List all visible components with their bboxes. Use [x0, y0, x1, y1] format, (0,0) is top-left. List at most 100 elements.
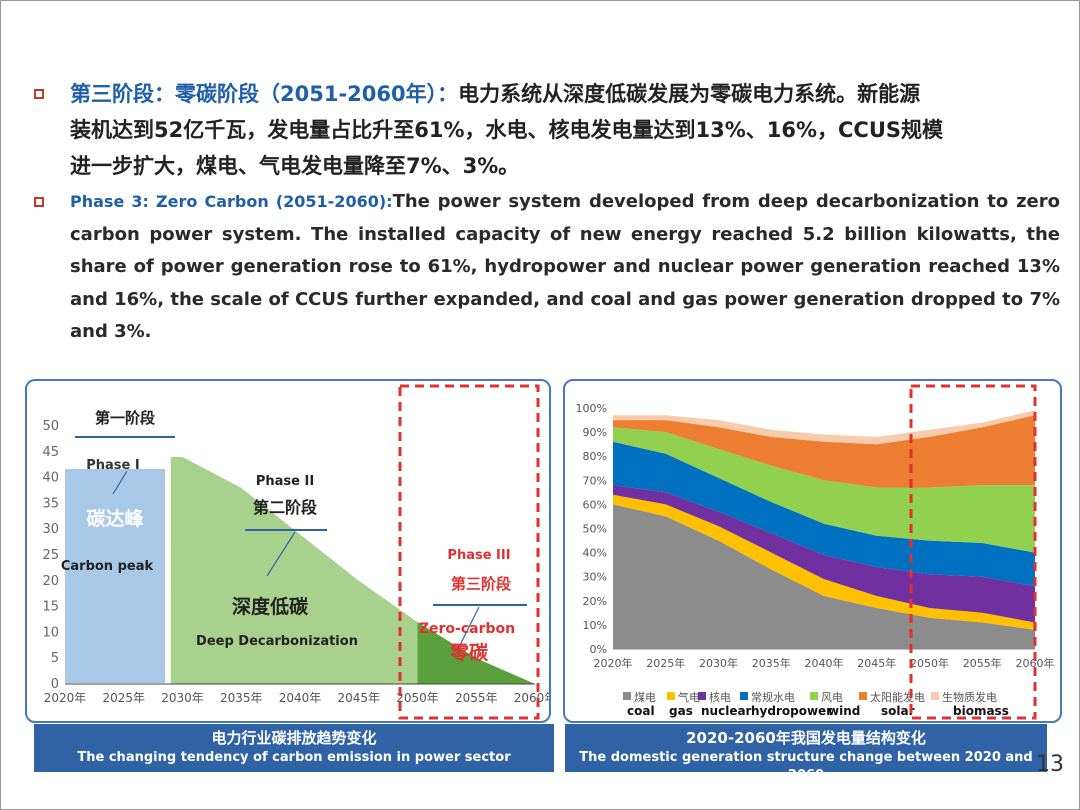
- left-y-tick: 10: [42, 625, 59, 640]
- left-y-tick: 20: [42, 574, 59, 589]
- left-x-tick: 2040年: [279, 691, 322, 705]
- right-x-tick: 2030年: [699, 656, 738, 670]
- right-y-tick: 90%: [583, 426, 607, 439]
- phase1-leader: [112, 470, 128, 495]
- legend-swatch-solar: [859, 692, 867, 700]
- paragraph-cn-line1: 电力系统从深度低碳发展为零碳电力系统。新能源: [458, 82, 921, 106]
- right-y-tick: 30%: [583, 571, 607, 584]
- phase1-area: [65, 469, 165, 683]
- legend-label-en: coal: [627, 704, 655, 718]
- area-hydropower: [613, 441, 1035, 587]
- legend-swatch-biomass: [931, 692, 939, 700]
- right-y-tick: 10%: [583, 619, 607, 632]
- right-x-tick: 2020年: [594, 656, 633, 670]
- paragraph-cn-line3: 进一步扩大，煤电、气电发电量降至7%、3%。: [70, 154, 520, 178]
- left-caption-cn: 电力行业碳排放趋势变化: [211, 729, 377, 747]
- area-gas: [613, 494, 1035, 630]
- area-solar: [613, 415, 1035, 488]
- phase3-highlight-box-right: [909, 384, 1037, 720]
- paragraph-cn: 第三阶段：零碳阶段（2051-2060年）：电力系统从深度低碳发展为零碳电力系统…: [70, 76, 1060, 184]
- right-x-tick: 2035年: [752, 656, 791, 670]
- legend-swatch-coal: [623, 692, 631, 700]
- right-y-tick: 60%: [583, 498, 607, 511]
- legend-swatch-gas: [667, 692, 675, 700]
- right-x-tick: 2050年: [910, 656, 949, 670]
- legend-label-en: biomass: [953, 704, 1009, 718]
- left-y-tick: 25: [42, 548, 59, 563]
- area-coal: [613, 504, 1035, 649]
- carbon-peak-cn: 碳达峰: [86, 507, 144, 530]
- right-y-tick: 100%: [576, 402, 607, 415]
- right-y-tick: 80%: [583, 450, 607, 463]
- area-nuclear: [613, 485, 1035, 623]
- paragraph-en: Phase 3: Zero Carbon (2051-2060):The pow…: [70, 186, 1060, 349]
- zero-carbon-cn: 零碳: [449, 641, 489, 664]
- page-number: 13: [1036, 752, 1064, 777]
- left-x-tick: 2055年: [455, 691, 498, 705]
- left-x-tick: 2045年: [337, 691, 380, 705]
- phase3-cn: 第三阶段: [451, 575, 511, 593]
- left-chart-caption: 电力行业碳排放趋势变化 The changing tendency of car…: [34, 724, 554, 772]
- left-chart: 0 5 10 15 20 25 30 35 40 45 50 2020年 2025年 2030年 2035…: [42, 384, 549, 720]
- phase2-en: Phase II: [256, 474, 314, 489]
- deep-decarb-cn: 深度低碳: [232, 595, 309, 618]
- legend-swatch-wind: [810, 692, 818, 700]
- left-x-tick: 2050年: [396, 691, 439, 705]
- legend-label-cn: 常规水电: [751, 690, 795, 704]
- phase3-label-en: Phase 3: Zero Carbon (2051-2060):: [70, 192, 393, 211]
- phase3-highlight-box: [398, 384, 540, 720]
- legend-label-en: hydropower: [751, 704, 832, 718]
- phase3-area: [417, 622, 535, 684]
- legend-label-en: solar: [881, 704, 915, 718]
- legend-swatch-hydropower: [740, 692, 748, 700]
- legend-label-cn: 核电: [709, 690, 731, 704]
- right-caption-en: The domestic generation structure change…: [579, 750, 1033, 783]
- right-y-tick: 70%: [583, 474, 607, 487]
- legend-label-cn: 风电: [821, 691, 843, 704]
- left-y-tick: 35: [42, 496, 59, 511]
- bullet-en: [34, 197, 44, 207]
- left-y-tick: 50: [42, 419, 59, 434]
- phase2-leader: [266, 531, 296, 577]
- left-y-tick: 40: [42, 471, 59, 486]
- phase3-en: Phase III: [447, 548, 510, 563]
- phase1-cn: 第一阶段: [95, 409, 155, 427]
- left-y-tick: 30: [42, 522, 59, 537]
- left-y-tick: 15: [42, 600, 59, 615]
- carbon-peak-en: Carbon peak: [61, 559, 154, 574]
- right-chart-caption: 2020-2060年我国发电量结构变化 The domestic generat…: [565, 724, 1047, 783]
- right-chart: 0% 10% 20% 30% 40% 50% 60% 70% 80% 90% 100% 2020年 2…: [576, 384, 1055, 720]
- left-y-tick: 5: [51, 651, 59, 666]
- paragraph-en-body: The power system developed from deep dec…: [70, 191, 1060, 342]
- right-x-tick: 2060年: [1016, 656, 1055, 670]
- phase2-cn: 第二阶段: [253, 498, 318, 517]
- right-caption-cn: 2020-2060年我国发电量结构变化: [686, 729, 926, 747]
- legend-label-en: nuclear: [701, 704, 752, 718]
- right-x-tick: 2025年: [646, 656, 685, 670]
- right-chart-panel: 0% 10% 20% 30% 40% 50% 60% 70% 80% 90% 100% 2020年 2…: [563, 379, 1062, 723]
- left-x-tick: 2030年: [161, 691, 204, 705]
- area-biomass: [613, 410, 1035, 445]
- right-x-tick: 2045年: [857, 656, 896, 670]
- left-caption-en: The changing tendency of carbon emission…: [77, 750, 511, 765]
- deep-decarb-en: Deep Decarbonization: [196, 634, 358, 649]
- phase2-area: [170, 457, 535, 684]
- zero-carbon-en: Zero-carbon: [419, 621, 515, 637]
- legend-label-cn: 气电: [678, 690, 700, 704]
- right-y-tick: 40%: [583, 547, 607, 560]
- left-chart-panel: 0 5 10 15 20 25 30 35 40 45 50 2020年 2025年 2030年 2035…: [25, 379, 551, 723]
- bullet-cn: [34, 89, 44, 99]
- left-y-tick: 45: [42, 445, 59, 460]
- legend-swatch-nuclear: [698, 692, 706, 700]
- phase3-leader: [456, 606, 480, 652]
- right-y-tick: 0%: [590, 643, 607, 656]
- phase3-label-cn: 第三阶段：零碳阶段（2051-2060年）：: [70, 82, 459, 106]
- phase1-en: Phase I: [86, 458, 139, 473]
- right-x-tick: 2055年: [963, 656, 1002, 670]
- left-x-tick: 2035年: [220, 691, 263, 705]
- right-y-tick: 20%: [583, 595, 607, 608]
- legend-label-en: wind: [828, 704, 860, 718]
- legend-label-cn: 煤电: [634, 691, 656, 704]
- left-x-tick: 2025年: [102, 691, 145, 705]
- left-y-tick: 0: [51, 677, 59, 692]
